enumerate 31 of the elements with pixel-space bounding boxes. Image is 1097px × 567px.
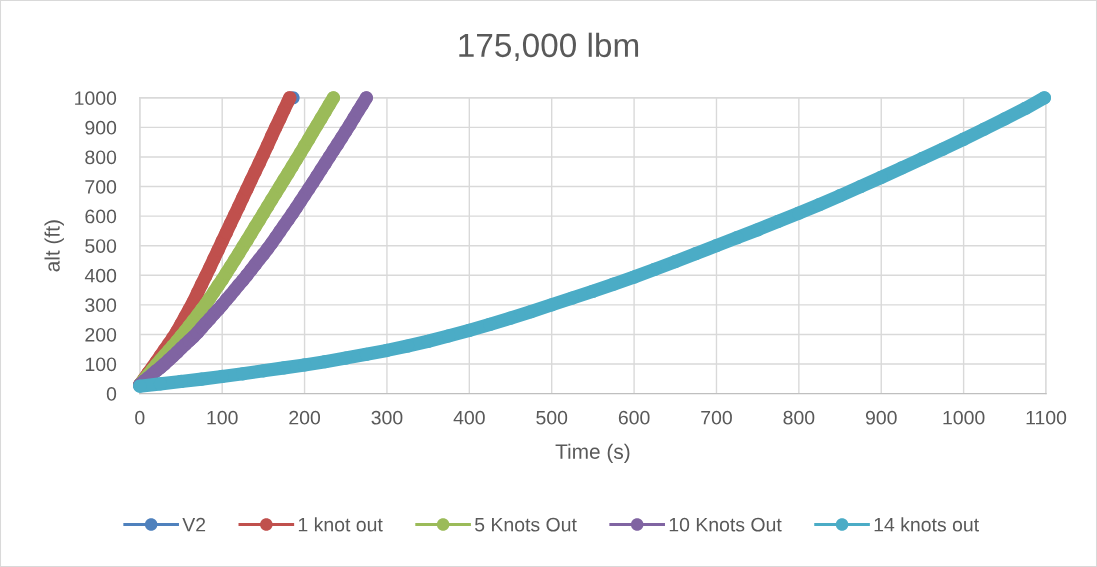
- y-tick-label: 300: [85, 298, 117, 313]
- y-tick-label: 900: [85, 120, 117, 135]
- x-tick-label: 600: [618, 410, 650, 425]
- y-tick-label: 0: [106, 387, 117, 401]
- legend-label: 5 Knots Out: [475, 517, 577, 532]
- x-tick-label: 500: [536, 410, 568, 425]
- x-tick-label: 0: [135, 410, 145, 425]
- x-tick-label: 1100: [1026, 410, 1067, 425]
- x-tick-label: 800: [783, 410, 815, 425]
- y-tick-label: 800: [85, 150, 117, 165]
- x-tick-label: 1000: [943, 410, 985, 425]
- x-tick-label: 100: [207, 410, 238, 425]
- y-tick-label: 500: [85, 239, 117, 253]
- y-tick-label: 1000: [75, 91, 117, 106]
- legend-label: V2: [182, 517, 206, 532]
- x-axis-title: Time (s): [555, 443, 630, 464]
- legend-label: 10 Knots Out: [669, 517, 782, 532]
- legend-label: 1 knot out: [298, 517, 383, 532]
- y-tick-label: 400: [84, 268, 117, 283]
- x-tick-label: 700: [701, 410, 732, 425]
- y-tick-label: 600: [85, 209, 117, 224]
- y-tick-label: 200: [85, 327, 117, 342]
- y-axis-title: alt (ft): [44, 220, 64, 272]
- x-tick-label: 300: [371, 410, 403, 425]
- x-tick-label: 200: [289, 410, 321, 425]
- y-tick-label: 100: [85, 357, 117, 372]
- x-tick-label: 900: [865, 410, 897, 425]
- x-tick-label: 400: [453, 410, 485, 425]
- legend-label: 14 knots out: [874, 517, 979, 532]
- chart-title: 175,000 lbm: [459, 32, 639, 62]
- y-tick-label: 700: [85, 180, 117, 194]
